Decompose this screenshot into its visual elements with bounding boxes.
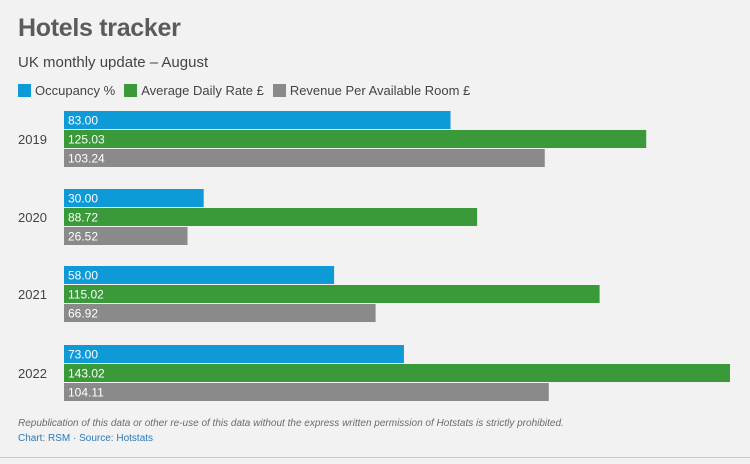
bar-2022-series-2 [64, 383, 549, 401]
legend-label-adr: Average Daily Rate £ [141, 83, 264, 98]
legend-item-adr: Average Daily Rate £ [124, 83, 264, 98]
legend-item-occupancy: Occupancy % [18, 83, 115, 98]
bar-2019-series-0 [64, 111, 451, 129]
chart-title: Hotels tracker [18, 14, 181, 42]
bar-2021-series-2 [64, 304, 376, 322]
legend-swatch-revpar [272, 84, 286, 97]
bar-2020-series-1 [64, 208, 478, 226]
data-label-2022-series-1: 143.02 [68, 367, 105, 381]
bar-2019-series-2 [64, 149, 545, 167]
data-label-2021-series-0: 58.00 [68, 269, 98, 283]
chart-subtitle: UK monthly update – August [18, 54, 209, 71]
bar-2022-series-1 [64, 364, 730, 382]
bar-2021-series-0 [64, 266, 335, 284]
data-label-2020-series-1: 88.72 [68, 211, 98, 225]
legend-label-revpar: Revenue Per Available Room £ [289, 83, 471, 98]
bar-2019-series-1 [64, 130, 647, 148]
legend-swatch-occupancy [18, 84, 31, 97]
data-label-2020-series-0: 30.00 [68, 192, 98, 206]
legend-item-revpar: Revenue Per Available Room £ [272, 83, 471, 98]
category-label-2021: 2021 [18, 287, 47, 302]
republication-note: Republication of this data or other re-u… [18, 418, 564, 429]
category-label-2020: 2020 [18, 210, 47, 225]
data-label-2022-series-2: 104.11 [68, 386, 104, 400]
bottom-divider [0, 457, 750, 458]
data-label-2022-series-0: 73.00 [68, 348, 98, 362]
legend-label-occupancy: Occupancy % [35, 83, 116, 98]
chart-legend: Occupancy % Average Daily Rate £ Revenue… [18, 83, 479, 98]
data-label-2021-series-1: 115.02 [68, 288, 104, 302]
category-label-2019: 2019 [18, 132, 47, 147]
bar-2022-series-0 [64, 345, 404, 363]
data-label-2021-series-2: 66.92 [68, 307, 98, 321]
data-label-2019-series-2: 103.24 [68, 152, 105, 166]
bar-2020-series-0 [64, 189, 204, 207]
data-label-2019-series-0: 83.00 [68, 114, 98, 128]
category-label-2022: 2022 [18, 366, 47, 381]
data-label-2020-series-2: 26.52 [68, 230, 98, 244]
chart-credit: Chart: RSM · Source: Hotstats [18, 433, 154, 444]
bar-2021-series-1 [64, 285, 600, 303]
bar-2020-series-2 [64, 227, 188, 245]
data-label-2019-series-1: 125.03 [68, 133, 105, 147]
legend-swatch-adr [124, 84, 138, 97]
